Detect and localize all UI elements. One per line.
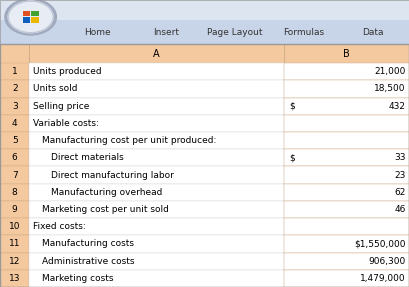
FancyBboxPatch shape (0, 132, 29, 149)
Text: 10: 10 (9, 222, 20, 231)
Text: Marketing cost per unit sold: Marketing cost per unit sold (42, 205, 169, 214)
Text: Insert: Insert (153, 28, 180, 37)
Text: Manufacturing overhead: Manufacturing overhead (51, 188, 162, 197)
FancyBboxPatch shape (0, 166, 29, 184)
Text: Formulas: Formulas (283, 28, 324, 37)
Circle shape (5, 0, 56, 35)
Text: Data: Data (362, 28, 383, 37)
Text: 5: 5 (12, 136, 18, 145)
Text: 4: 4 (12, 119, 18, 128)
FancyBboxPatch shape (0, 80, 29, 98)
FancyBboxPatch shape (0, 98, 29, 115)
Text: Marketing costs: Marketing costs (42, 274, 113, 283)
Text: Direct materials: Direct materials (51, 153, 124, 162)
Text: B: B (343, 49, 350, 59)
FancyBboxPatch shape (284, 270, 409, 287)
Text: 23: 23 (394, 170, 406, 180)
FancyBboxPatch shape (29, 63, 284, 80)
FancyBboxPatch shape (0, 44, 29, 63)
Text: 21,000: 21,000 (374, 67, 406, 76)
FancyBboxPatch shape (29, 253, 284, 270)
Text: 33: 33 (394, 153, 406, 162)
FancyBboxPatch shape (29, 80, 284, 98)
Text: $1,550,000: $1,550,000 (354, 239, 406, 249)
FancyBboxPatch shape (284, 44, 409, 63)
FancyBboxPatch shape (29, 98, 284, 115)
Text: Manufacturing cost per unit produced:: Manufacturing cost per unit produced: (42, 136, 216, 145)
FancyBboxPatch shape (0, 115, 29, 132)
FancyBboxPatch shape (0, 235, 29, 253)
Text: Units produced: Units produced (33, 67, 101, 76)
Text: 9: 9 (12, 205, 18, 214)
FancyBboxPatch shape (284, 63, 409, 80)
Text: 6: 6 (12, 153, 18, 162)
FancyBboxPatch shape (29, 235, 284, 253)
FancyBboxPatch shape (0, 63, 29, 80)
Text: 1,479,000: 1,479,000 (360, 274, 406, 283)
Text: Selling price: Selling price (33, 102, 89, 111)
FancyBboxPatch shape (284, 98, 409, 115)
FancyBboxPatch shape (22, 17, 30, 22)
FancyBboxPatch shape (284, 253, 409, 270)
FancyBboxPatch shape (31, 17, 38, 22)
Text: Home: Home (84, 28, 111, 37)
FancyBboxPatch shape (31, 11, 38, 16)
FancyBboxPatch shape (0, 253, 29, 270)
FancyBboxPatch shape (0, 270, 29, 287)
FancyBboxPatch shape (0, 201, 29, 218)
FancyBboxPatch shape (284, 201, 409, 218)
FancyBboxPatch shape (29, 201, 284, 218)
FancyBboxPatch shape (284, 80, 409, 98)
Text: A: A (153, 49, 160, 59)
Text: 18,500: 18,500 (374, 84, 406, 94)
FancyBboxPatch shape (29, 44, 284, 63)
Text: Units sold: Units sold (33, 84, 77, 94)
FancyBboxPatch shape (29, 149, 284, 166)
FancyBboxPatch shape (29, 166, 284, 184)
FancyBboxPatch shape (0, 20, 409, 44)
FancyBboxPatch shape (284, 115, 409, 132)
FancyBboxPatch shape (284, 235, 409, 253)
Text: 7: 7 (12, 170, 18, 180)
Text: Variable costs:: Variable costs: (33, 119, 99, 128)
FancyBboxPatch shape (29, 218, 284, 235)
Text: 906,300: 906,300 (369, 257, 406, 266)
FancyBboxPatch shape (0, 149, 29, 166)
Text: Fixed costs:: Fixed costs: (33, 222, 85, 231)
FancyBboxPatch shape (29, 184, 284, 201)
Text: 2: 2 (12, 84, 18, 94)
Text: 62: 62 (394, 188, 406, 197)
FancyBboxPatch shape (284, 166, 409, 184)
FancyBboxPatch shape (0, 218, 29, 235)
FancyBboxPatch shape (284, 132, 409, 149)
FancyBboxPatch shape (284, 149, 409, 166)
Text: 3: 3 (12, 102, 18, 111)
FancyBboxPatch shape (284, 184, 409, 201)
Circle shape (8, 1, 53, 33)
Text: 432: 432 (389, 102, 406, 111)
Text: Manufacturing costs: Manufacturing costs (42, 239, 134, 249)
Text: 12: 12 (9, 257, 20, 266)
Text: $: $ (289, 153, 294, 162)
Text: 11: 11 (9, 239, 20, 249)
FancyBboxPatch shape (0, 0, 409, 20)
Text: Page Layout: Page Layout (207, 28, 263, 37)
FancyBboxPatch shape (29, 270, 284, 287)
FancyBboxPatch shape (0, 184, 29, 201)
FancyBboxPatch shape (22, 11, 30, 16)
FancyBboxPatch shape (284, 218, 409, 235)
Text: Administrative costs: Administrative costs (42, 257, 134, 266)
Text: Direct manufacturing labor: Direct manufacturing labor (51, 170, 173, 180)
Text: 1: 1 (12, 67, 18, 76)
Text: 8: 8 (12, 188, 18, 197)
Text: $: $ (289, 102, 294, 111)
FancyBboxPatch shape (29, 132, 284, 149)
Text: 46: 46 (394, 205, 406, 214)
FancyBboxPatch shape (29, 115, 284, 132)
Text: 13: 13 (9, 274, 20, 283)
